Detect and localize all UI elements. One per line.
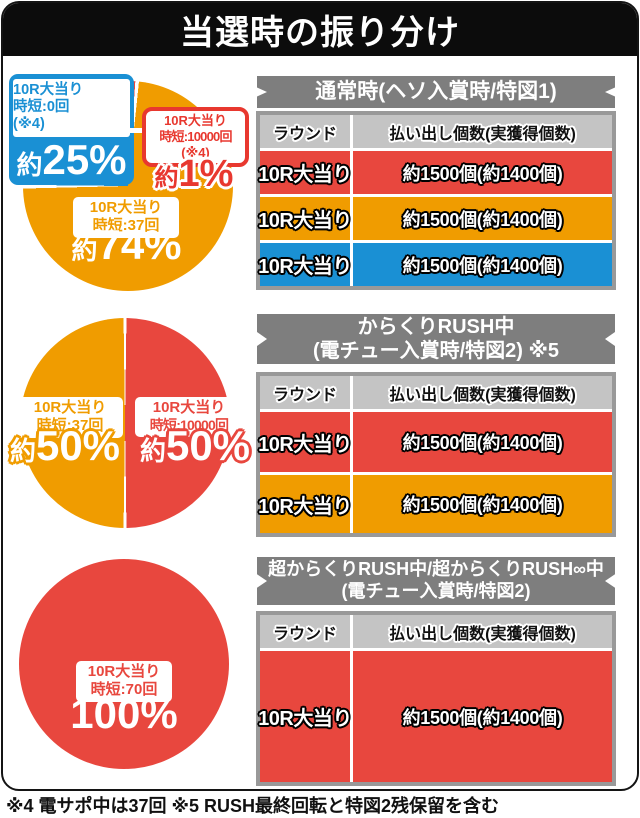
banner-super-rush: 超からくりRUSH中/超からくりRUSH∞中 (電チュー入賞時/特図2) xyxy=(257,557,615,605)
table-row: 10R大当り 約1500個(約1400個) xyxy=(258,409,612,472)
col-header-payout: 払い出し個数(実獲得個数) xyxy=(389,386,576,404)
pie2-red-slice-label: 10R大当り 時短:10000回 xyxy=(135,397,243,437)
banner-text: (電チュー入賞時/特図2) xyxy=(341,581,531,601)
col-header-round: ラウンド xyxy=(260,376,353,409)
round-cell: 10R大当り xyxy=(258,475,353,533)
banner-rush: からくりRUSH中 (電チュー入賞時/特図2) ※5 xyxy=(257,314,615,364)
col-header-round: ラウンド xyxy=(260,115,353,148)
pie1-red-slice-value: 約1% xyxy=(154,153,234,195)
payout-table-super-rush: ラウンド 払い出し個数(実獲得個数) 10R大当り 約1500個(約1400個) xyxy=(256,611,616,786)
label-line: (※4) xyxy=(181,144,210,160)
pie3-red-slice-label: 10R大当り 時短:70回 xyxy=(76,661,172,702)
table-row: 10R大当り 約1500個(約1400個) xyxy=(258,648,612,782)
payout-cell: 約1500個(約1400個) xyxy=(402,495,563,515)
payout-cell: 約1500個(約1400個) xyxy=(402,255,563,276)
col-header-round: ラウンド xyxy=(260,615,353,648)
leader-line xyxy=(119,128,147,133)
payout-cell: 約1500個(約1400個) xyxy=(402,433,563,453)
table-row: 10R大当り 約1500個(約1400個) xyxy=(258,240,612,286)
round-cell: 10R大当り xyxy=(258,651,353,782)
footnote: ※4 電サポ中は37回 ※5 RUSH最終回転と特図2残保留を含む xyxy=(6,796,500,816)
round-cell: 10R大当り xyxy=(258,151,353,194)
main-panel: 当選時の振り分け 10R大当り 時短:0回 (※4) 約25% 10R大当り 時… xyxy=(1,1,639,791)
label-line: 10R大当り xyxy=(13,82,84,98)
table-row: 10R大当り 約1500個(約1400個) xyxy=(258,148,612,194)
title-bar: 当選時の振り分け xyxy=(3,3,637,56)
payout-cell: 約1500個(約1400個) xyxy=(402,209,563,230)
round-cell: 10R大当り xyxy=(258,197,353,240)
col-header-payout: 払い出し個数(実獲得個数) xyxy=(389,625,576,643)
page-title: 当選時の振り分け xyxy=(180,14,460,52)
pie2-orange-slice-label: 10R大当り 時短:37回 xyxy=(17,397,123,438)
round-cell: 10R大当り xyxy=(258,243,353,286)
label-line: 10R大当り xyxy=(164,113,227,128)
pie2-red-slice-value: 約50% xyxy=(139,422,251,469)
table-header-row: ラウンド 払い出し個数(実獲得個数) xyxy=(260,376,612,409)
label-line: 時短:0回 xyxy=(13,99,70,116)
payout-table-normal: ラウンド 払い出し個数(実獲得個数) 10R大当り 約1500個(約1400個)… xyxy=(256,111,616,290)
banner-text: (電チュー入賞時/特図2) ※5 xyxy=(312,340,560,362)
banner-text: からくりRUSH中 xyxy=(357,315,515,338)
label-line: (※4) xyxy=(13,116,45,133)
payout-cell: 約1500個(約1400個) xyxy=(402,163,563,184)
banner-text: 通常時(ヘソ入賞時/特図1) xyxy=(315,80,557,104)
payout-cell: 約1500個(約1400個) xyxy=(402,707,563,728)
banner-text: 超からくりRUSH中/超からくりRUSH∞中 xyxy=(268,559,604,580)
pie1-orange-slice-label: 10R大当り 時短:37回 xyxy=(73,197,179,238)
col-header-payout: 払い出し個数(実獲得個数) xyxy=(389,125,576,143)
pie1-blue-slice-value: 約25% xyxy=(16,136,127,184)
pie1-orange-slice-value: 約74% xyxy=(71,221,182,268)
table-header-row: ラウンド 払い出し個数(実獲得個数) xyxy=(260,115,612,148)
payout-table-rush: ラウンド 払い出し個数(実獲得個数) 10R大当り 約1500個(約1400個)… xyxy=(256,372,616,537)
leader-dot xyxy=(112,123,124,135)
banner-normal: 通常時(ヘソ入賞時/特図1) xyxy=(257,76,615,108)
table-row: 10R大当り 約1500個(約1400個) xyxy=(258,194,612,240)
label-line: 時短:10000回 xyxy=(159,128,232,144)
table-row: 10R大当り 約1500個(約1400個) xyxy=(258,472,612,533)
pie2-orange-slice-value: 約50% xyxy=(9,422,121,469)
table-header-row: ラウンド 払い出し個数(実獲得個数) xyxy=(260,615,612,648)
pie1-red-slice-callout: 10R大当り 時短:10000回 (※4) xyxy=(142,107,249,167)
round-cell: 10R大当り xyxy=(258,412,353,472)
pie3-red-slice-value: 100% xyxy=(70,690,178,737)
pie1-blue-slice-label: 10R大当り 時短:0回 (※4) xyxy=(13,79,130,138)
